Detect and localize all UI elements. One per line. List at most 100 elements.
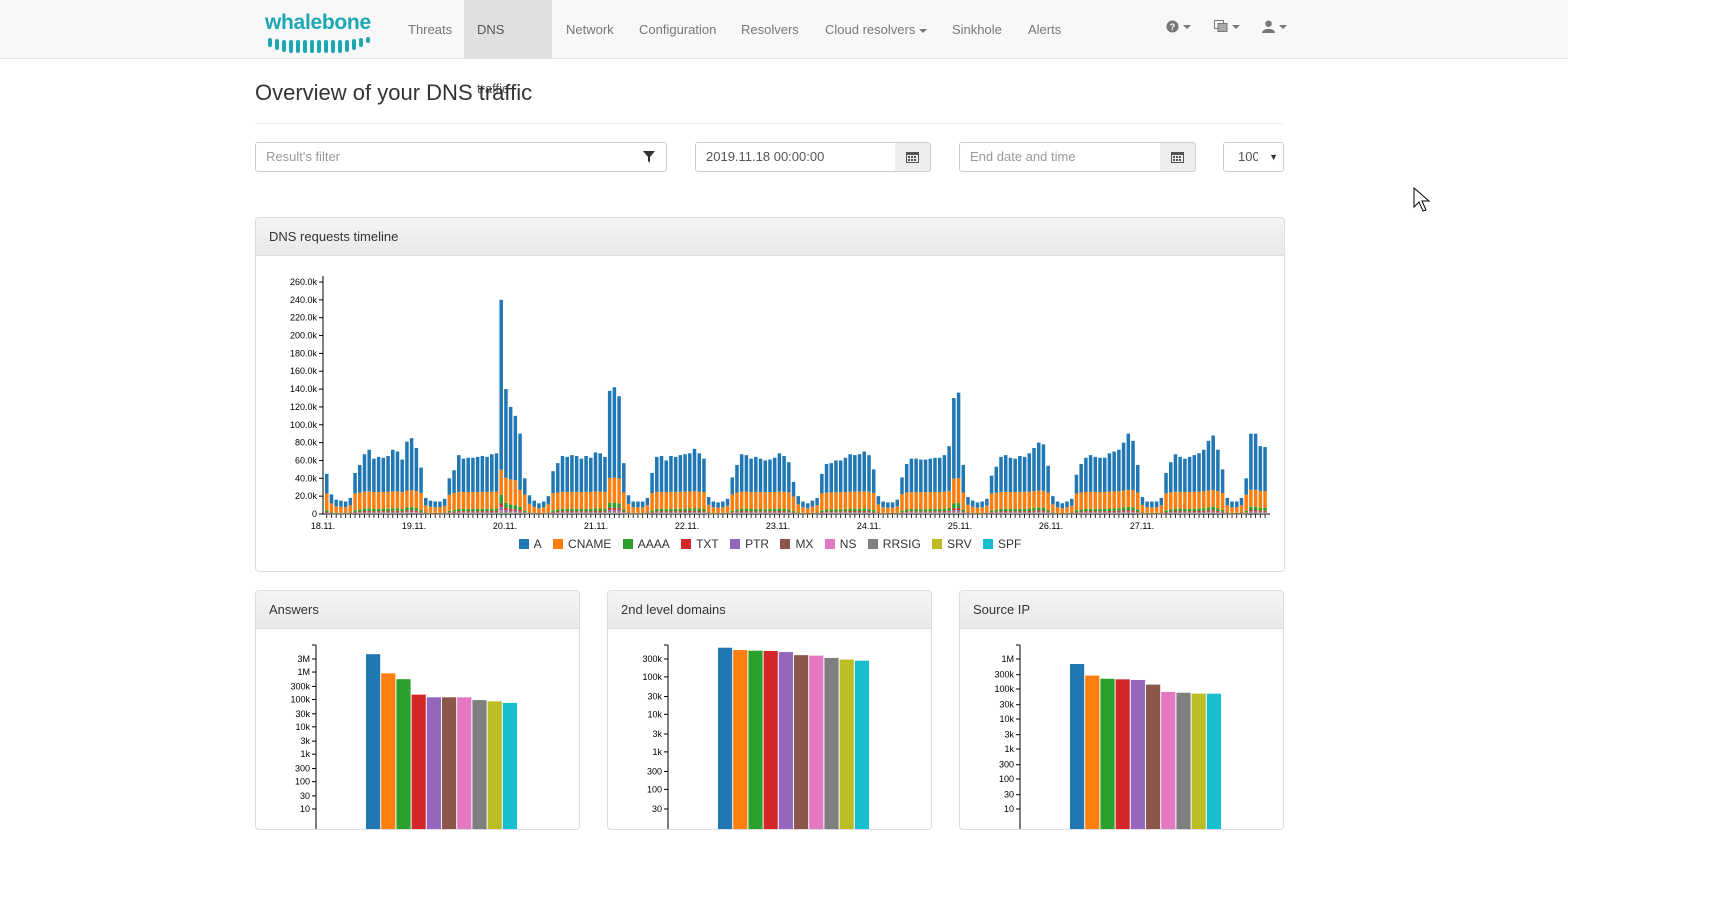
timeline-bar-segment-txt — [1135, 511, 1140, 513]
timeline-bar-segment-aaaa — [645, 512, 650, 514]
nav-network[interactable]: Network — [553, 0, 627, 59]
timeline-bar-segment-txt — [843, 511, 848, 513]
timeline-bar-segment-cname — [853, 491, 857, 509]
start-date-input[interactable]: 2019.11.18 00:00:00 — [695, 142, 896, 172]
y-tick-label: 10 — [300, 804, 310, 814]
timeline-bar-segment-aaaa — [791, 511, 796, 513]
legend-item-ptr[interactable]: PTR — [730, 537, 769, 551]
timeline-bar-segment-a — [876, 496, 881, 505]
end-date-input[interactable]: End date and time — [959, 142, 1161, 172]
legend-item-srv[interactable]: SRV — [932, 537, 972, 551]
timeline-bar-segment-aaaa — [683, 508, 687, 512]
bar-cname — [1085, 675, 1100, 829]
timeline-bar-segment-cname — [754, 491, 758, 509]
timeline-bar-segment-a — [664, 460, 668, 493]
timeline-bar-segment-a — [372, 458, 376, 493]
timeline-bar-segment-rrsig — [513, 512, 518, 514]
legend-item-ns[interactable]: NS — [824, 537, 856, 551]
legend-item-mx[interactable]: MX — [780, 537, 813, 551]
timeline-bar-segment-a — [424, 497, 428, 506]
whalebone-logo[interactable]: whalebone — [265, 12, 373, 53]
timeline-bar-segment-a — [358, 464, 362, 493]
timeline-bar-segment-txt — [1098, 511, 1102, 513]
legend-item-a[interactable]: A — [518, 537, 542, 551]
nav-configuration[interactable]: Configuration — [626, 0, 729, 59]
timeline-bar-segment-a — [325, 473, 329, 494]
timeline-bar-segment-ptr — [1178, 512, 1182, 513]
y-tick-label: 30 — [652, 804, 662, 814]
timeline-bar-segment-txt — [688, 511, 692, 512]
legend-item-aaaa[interactable]: AAAA — [622, 537, 670, 551]
timeline-bar-segment-ptr — [952, 510, 956, 512]
limit-select[interactable]: 100 ▼ — [1223, 142, 1284, 172]
timeline-bar-segment-aaaa — [466, 508, 470, 512]
end-date-picker-button[interactable] — [1160, 142, 1196, 172]
timeline-bar-segment-aaaa — [721, 512, 725, 514]
timeline-bar-segment-cname — [824, 492, 829, 510]
nav-alerts[interactable]: Alerts — [1015, 0, 1074, 59]
timeline-bar-segment-aaaa — [1046, 509, 1050, 512]
legend-item-cname[interactable]: CNAME — [553, 537, 611, 551]
timeline-bar-segment-mx — [1249, 512, 1253, 513]
timeline-bar-segment-a — [428, 500, 433, 507]
timeline-bar-segment-cname — [1178, 491, 1182, 509]
timeline-bar-segment-txt — [730, 512, 734, 513]
timeline-bar-segment-ptr — [909, 512, 914, 513]
timeline-bar-segment-aaaa — [961, 509, 966, 512]
legend-label: SRV — [947, 537, 972, 551]
nav-cloud-resolvers[interactable]: Cloud resolvers — [812, 0, 940, 59]
timeline-bar-segment-ptr — [457, 512, 461, 513]
timeline-bar-segment-a — [645, 497, 650, 506]
timeline-bar-segment-cname — [499, 469, 503, 495]
legend-item-spf[interactable]: SPF — [982, 537, 1021, 551]
timeline-bar-segment-mx — [607, 511, 612, 512]
timeline-bar-segment-cname — [1088, 491, 1093, 509]
y-tick-label: 3k — [300, 736, 310, 746]
timeline-bar-segment-ptr — [758, 512, 763, 513]
nav-resolvers[interactable]: Resolvers — [728, 0, 812, 59]
timeline-bar-segment-a — [1211, 435, 1215, 490]
timeline-bar-segment-cname — [504, 477, 508, 503]
nav-dns-traffic[interactable]: DNS traffic — [464, 0, 552, 96]
timeline-bar-segment-a — [1235, 501, 1239, 508]
nav-threats[interactable]: Threats — [395, 0, 465, 59]
timeline-bar-segment-cname — [452, 493, 456, 511]
start-date-picker-button[interactable] — [895, 142, 931, 172]
timeline-bar-segment-a — [1055, 501, 1060, 508]
timeline-bar-segment-txt — [942, 511, 947, 513]
x-tick-label: 21.11. — [584, 521, 608, 531]
timeline-bar-segment-txt — [405, 510, 409, 512]
timeline-bar-segment-aaaa — [1187, 508, 1192, 512]
timeline-bar-segment-cname — [1107, 491, 1112, 509]
timeline-bar-segment-a — [1084, 457, 1088, 492]
timeline-bar-segment-ptr — [843, 512, 848, 513]
timeline-bar-segment-mx — [504, 510, 508, 512]
timeline-bar-segment-a — [452, 470, 456, 494]
timeline-bar-segment-ptr — [1036, 511, 1041, 513]
timeline-bar-segment-aaaa — [348, 512, 353, 514]
timeline-bar-segment-cname — [1051, 504, 1055, 513]
bar-rrsig — [1176, 692, 1191, 829]
user-menu[interactable] — [1262, 18, 1287, 40]
timeline-bar-segment-aaaa — [603, 508, 607, 512]
legend-item-rrsig[interactable]: RRSIG — [867, 537, 921, 551]
legend-swatch — [518, 539, 529, 549]
timeline-bar-segment-ptr — [490, 512, 494, 513]
timeline-bar-segment-aaaa — [895, 512, 900, 514]
filter-button[interactable] — [631, 142, 667, 172]
timeline-bar-segment-aaaa — [433, 512, 437, 514]
legend-item-txt[interactable]: TXT — [681, 537, 719, 551]
timeline-bar-segment-a — [1117, 449, 1121, 492]
timeline-bar-segment-aaaa — [673, 508, 678, 512]
source-ip-chart: 10 30 100 300 1k 3k 10k 30k 100k 300k 1M — [994, 644, 1221, 829]
nav-sinkhole[interactable]: Sinkhole — [939, 0, 1015, 59]
results-filter-input[interactable]: Result's filter — [255, 142, 632, 172]
timeline-bar-segment-a — [754, 456, 758, 492]
y-tick-label: 140.0k — [290, 384, 318, 394]
timeline-bar-segment-a — [1206, 440, 1211, 491]
help-menu[interactable]: ? — [1166, 18, 1191, 40]
timeline-bar-segment-txt — [381, 511, 386, 513]
language-menu[interactable] — [1214, 18, 1240, 40]
timeline-bar-segment-cname — [334, 506, 338, 513]
second-level-domains-panel: 2nd level domains 30 100 300 1k 3k 10k 30k 100k… — [607, 590, 932, 830]
